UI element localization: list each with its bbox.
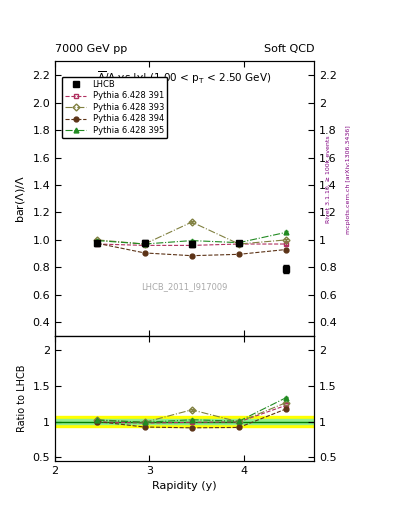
Bar <box>55 419 314 424</box>
Bar <box>55 416 314 428</box>
Text: LHCB_2011_I917009: LHCB_2011_I917009 <box>141 282 228 291</box>
Text: Soft QCD: Soft QCD <box>264 44 314 54</box>
Y-axis label: bar($\Lambda$)/$\Lambda$: bar($\Lambda$)/$\Lambda$ <box>14 175 27 223</box>
Text: mcplots.cern.ch [arXiv:1306.3436]: mcplots.cern.ch [arXiv:1306.3436] <box>346 125 351 233</box>
Y-axis label: Ratio to LHCB: Ratio to LHCB <box>17 365 27 432</box>
Text: 7000 GeV pp: 7000 GeV pp <box>55 44 127 54</box>
X-axis label: Rapidity (y): Rapidity (y) <box>152 481 217 491</box>
Text: $\overline{\Lambda}/\Lambda$ vs |y| (1.00 < p$_\mathrm{T}$ < 2.50 GeV): $\overline{\Lambda}/\Lambda$ vs |y| (1.0… <box>97 70 272 86</box>
Legend: LHCB, Pythia 6.428 391, Pythia 6.428 393, Pythia 6.428 394, Pythia 6.428 395: LHCB, Pythia 6.428 391, Pythia 6.428 393… <box>62 77 167 138</box>
Text: Rivet 3.1.10, ≥ 100k events: Rivet 3.1.10, ≥ 100k events <box>326 135 331 223</box>
